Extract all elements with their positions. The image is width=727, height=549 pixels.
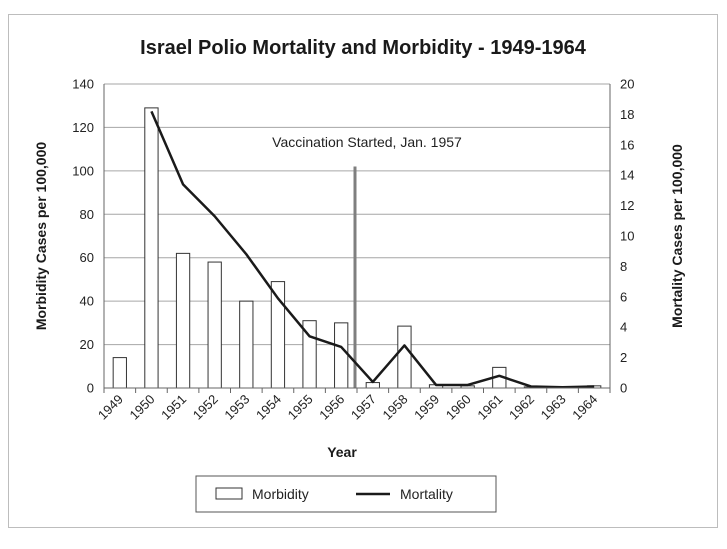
x-tick-label: 1957 bbox=[348, 392, 379, 423]
x-tick-label: 1955 bbox=[285, 392, 316, 423]
chart-frame bbox=[8, 14, 718, 528]
y-tick-label-right: 0 bbox=[620, 381, 627, 396]
y-tick-label-left: 60 bbox=[80, 250, 94, 265]
y-tick-label-left: 100 bbox=[72, 163, 94, 178]
legend-mortality-label: Mortality bbox=[400, 486, 453, 502]
x-tick-label: 1954 bbox=[253, 392, 284, 423]
x-tick-label: 1958 bbox=[380, 392, 411, 423]
x-tick-label: 1959 bbox=[411, 392, 442, 423]
y-tick-label-right: 18 bbox=[620, 107, 634, 122]
x-tick-label: 1964 bbox=[569, 392, 600, 423]
morbidity-bar bbox=[239, 300, 254, 389]
y-tick-label-right: 10 bbox=[620, 229, 634, 244]
y-axis-title-right: Mortality Cases per 100,000 bbox=[669, 144, 685, 328]
x-axis-title: Year bbox=[327, 444, 357, 460]
morbidity-bar bbox=[365, 382, 380, 389]
morbidity-bar bbox=[397, 325, 412, 389]
chart-title: Israel Polio Mortality and Morbidity - 1… bbox=[140, 37, 587, 59]
legend: Morbidity Mortality bbox=[195, 475, 497, 513]
x-tick-label: 1956 bbox=[316, 392, 347, 423]
y-tick-label-right: 2 bbox=[620, 350, 627, 365]
vaccination-annotation: Vaccination Started, Jan. 1957 bbox=[272, 134, 462, 150]
x-tick-labels: 1949 1950 1951 1952 1953 1954 1955 1956 1957 1958… bbox=[95, 392, 600, 423]
y-tick-label-right: 6 bbox=[620, 289, 627, 304]
y-tick-label-right: 14 bbox=[620, 168, 634, 183]
x-tick-label: 1963 bbox=[538, 392, 569, 423]
x-tick-label: 1953 bbox=[221, 392, 252, 423]
y-tick-label-right: 4 bbox=[620, 320, 627, 335]
morbidity-bar bbox=[144, 107, 159, 389]
y-tick-label-right: 20 bbox=[620, 77, 634, 92]
mortality-line bbox=[150, 110, 595, 389]
right-tick-labels: 0 2 4 6 8 10 12 14 16 18 20 bbox=[620, 77, 634, 396]
y-tick-label-right: 8 bbox=[620, 259, 627, 274]
y-tick-label-left: 20 bbox=[80, 337, 94, 352]
y-axis-title-left: Morbidity Cases per 100,000 bbox=[33, 142, 49, 331]
mortality-series-path bbox=[150, 110, 595, 389]
axes bbox=[103, 84, 611, 393]
x-tick-label: 1951 bbox=[158, 392, 189, 423]
y-tick-label-left: 80 bbox=[80, 207, 94, 222]
bars bbox=[112, 107, 602, 389]
y-tick-label-right: 16 bbox=[620, 137, 634, 152]
y-tick-label-left: 40 bbox=[80, 294, 94, 309]
legend-morbidity-label: Morbidity bbox=[252, 486, 309, 502]
x-tick-label: 1949 bbox=[95, 392, 126, 423]
morbidity-bar bbox=[175, 252, 191, 389]
legend-morbidity-swatch bbox=[215, 487, 243, 500]
morbidity-bar bbox=[207, 261, 222, 389]
x-tick-label: 1950 bbox=[127, 392, 158, 423]
annotation: Vaccination Started, Jan. 1957 bbox=[272, 134, 462, 388]
x-tick-label: 1952 bbox=[190, 392, 221, 423]
legend-box bbox=[195, 475, 497, 513]
y-tick-label-left: 140 bbox=[72, 77, 94, 92]
morbidity-bar bbox=[112, 357, 127, 389]
x-tick-label: 1961 bbox=[474, 392, 505, 423]
x-tick-label: 1962 bbox=[506, 392, 537, 423]
y-tick-label-left: 120 bbox=[72, 120, 94, 135]
x-tick-label: 1960 bbox=[443, 392, 474, 423]
y-tick-label-left: 0 bbox=[87, 381, 94, 396]
morbidity-bar bbox=[334, 322, 349, 389]
left-tick-labels: 0 20 40 60 80 100 120 140 bbox=[72, 77, 94, 396]
y-tick-label-right: 12 bbox=[620, 198, 634, 213]
